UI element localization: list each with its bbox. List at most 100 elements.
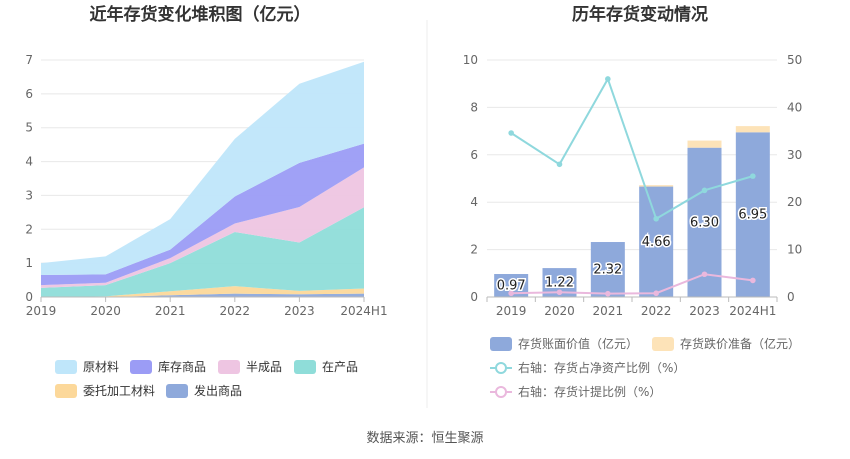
- right-chart-title: 历年存货变动情况: [572, 4, 708, 25]
- right-bar-labels: 0.97 1.22 2.32 4.66 6.30 6.95: [495, 206, 769, 295]
- left-y-tick-label: 0: [25, 290, 33, 304]
- bar-data-label: 6.95: [738, 208, 767, 223]
- line-point: [508, 130, 514, 136]
- left-legend-swatch: [55, 384, 77, 398]
- left-y-tick-label: 3: [25, 188, 33, 202]
- right-y-axis-left: 0 2 4 6 8 10: [463, 53, 478, 304]
- right-x-tick-label: 2023: [689, 304, 720, 318]
- right-legend-label: 存货账面价值（亿元）: [518, 336, 638, 351]
- right-y2-tick-label: 0: [787, 290, 795, 304]
- left-legend-label: 原材料: [83, 360, 119, 374]
- line-point: [701, 271, 708, 278]
- bar-data-label: 1.22: [545, 276, 574, 291]
- bar-data-label: 6.30: [690, 215, 719, 230]
- left-legend-swatch: [55, 360, 77, 374]
- right-legend-item[interactable]: 右轴：存货占净资产比例（%）: [490, 360, 685, 375]
- area-series-0: [41, 293, 364, 297]
- line-point: [605, 76, 611, 82]
- right-y2-tick-label: 10: [787, 243, 802, 257]
- right-x-tick-label: 2021: [593, 304, 624, 318]
- left-legend-swatch: [166, 384, 188, 398]
- right-x-axis: 2019 2020 2021 2022 2023 2024H1: [486, 296, 778, 318]
- bar-data-label: 4.66: [642, 235, 671, 250]
- left-legend-label: 半成品: [246, 360, 282, 374]
- area-series-5: [41, 61, 364, 275]
- right-legend-marker: [495, 362, 507, 374]
- right-y-tick-label: 10: [463, 53, 478, 67]
- right-legend-label: 右轴：存货占净资产比例（%）: [518, 360, 685, 375]
- right-x-tick-label: 2020: [544, 304, 575, 318]
- left-legend-swatch: [294, 360, 316, 374]
- left-legend-label: 库存商品: [158, 359, 206, 374]
- left-legend-item[interactable]: 发出商品: [166, 383, 242, 398]
- right-legend-label: 存货跌价准备（亿元）: [680, 336, 800, 351]
- right-x-tick-label: 2019: [496, 304, 527, 318]
- left-x-tick-label: 2019: [26, 304, 57, 318]
- right-y2-tick-label: 50: [787, 53, 802, 67]
- right-y2-tick-label: 20: [787, 195, 802, 209]
- inventory-value-bar: [735, 132, 770, 297]
- right-y-axis-right: 0 10 20 30 40 50: [787, 53, 802, 304]
- right-y-tick-label: 6: [470, 148, 478, 162]
- line-series-1: [511, 273, 753, 295]
- right-legend-marker: [495, 386, 507, 398]
- left-legend-item[interactable]: 在产品: [294, 360, 358, 374]
- area-series-2: [41, 207, 364, 297]
- left-legend-label: 委托加工材料: [83, 384, 155, 398]
- right-legend-item[interactable]: 右轴：存货计提比例（%）: [490, 384, 661, 399]
- source-note: 数据来源：恒生聚源: [366, 431, 483, 446]
- line-point: [556, 289, 563, 296]
- right-y-tick-label: 8: [470, 100, 478, 114]
- right-y-tick-label: 0: [470, 290, 478, 304]
- left-y-tick-label: 1: [25, 256, 33, 270]
- left-legend-item[interactable]: 原材料: [55, 360, 119, 374]
- left-x-tick-label: 2022: [220, 304, 251, 318]
- left-areas: [41, 61, 364, 297]
- left-x-tick-label: 2021: [155, 304, 186, 318]
- impairment-bar: [639, 185, 674, 187]
- area-series-1: [41, 286, 364, 297]
- left-y-axis: 0 1 2 3 4 5 6 7: [25, 53, 33, 304]
- line-point: [508, 290, 514, 297]
- right-x-tick-label: 2022: [641, 304, 672, 318]
- left-y-tick-label: 5: [25, 121, 33, 135]
- left-y-tick-label: 7: [25, 53, 33, 67]
- right-y-tick-label: 2: [470, 243, 478, 257]
- right-y-tick-label: 4: [470, 195, 478, 209]
- right-grid: [487, 59, 777, 298]
- right-legend-item[interactable]: 存货账面价值（亿元）: [490, 336, 638, 351]
- left-legend-item[interactable]: 库存商品: [130, 359, 206, 374]
- right-legend-swatch: [490, 337, 512, 351]
- left-legend-item[interactable]: 委托加工材料: [55, 384, 155, 398]
- impairment-bar: [735, 126, 770, 133]
- line-point: [605, 290, 611, 297]
- right-x-tick-label: 2024H1: [729, 304, 776, 318]
- area-series-4: [41, 143, 364, 286]
- left-legend-item[interactable]: 半成品: [218, 360, 282, 374]
- bar-line-combo-chart: 历年存货变动情况 0.97 1.22 2.32 4.66 6.30 6.95 0 2 4 6 8 1…: [463, 4, 803, 399]
- bar-data-label: 2.32: [593, 263, 622, 278]
- line-series-0: [510, 76, 754, 221]
- inventory-value-bar: [494, 274, 529, 297]
- right-legend-swatch: [652, 337, 674, 351]
- left-legend-swatch: [130, 360, 152, 374]
- left-legend-label: 在产品: [322, 360, 358, 374]
- right-lines: [508, 76, 756, 297]
- line-point: [750, 277, 756, 284]
- left-y-tick-label: 6: [25, 87, 33, 101]
- line-point: [556, 161, 563, 168]
- right-legend-label: 右轴：存货计提比例（%）: [518, 384, 661, 399]
- right-y2-tick-label: 30: [787, 148, 802, 162]
- left-chart-title: 近年存货变化堆积图（亿元）: [90, 4, 311, 25]
- impairment-bar: [687, 140, 722, 148]
- line-point: [750, 173, 756, 179]
- left-legend-label: 发出商品: [194, 383, 242, 398]
- left-y-tick-label: 4: [25, 155, 33, 169]
- right-legend-item[interactable]: 存货跌价准备（亿元）: [652, 336, 800, 351]
- left-x-tick-label: 2024H1: [340, 304, 387, 318]
- right-y2-tick-label: 40: [787, 100, 802, 114]
- left-y-tick-label: 2: [25, 222, 33, 236]
- inventory-value-bar: [590, 242, 625, 297]
